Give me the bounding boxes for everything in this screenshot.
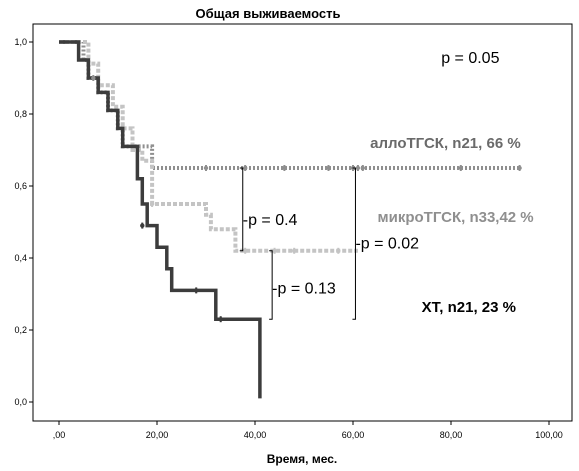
p-value-label: -p = 0.13 [272, 281, 336, 298]
p-value-bracket [269, 250, 273, 320]
censor-mark-dot [282, 165, 287, 171]
censor-mark-dot [243, 248, 248, 253]
series-label-2: ХТ, n21, 23 % [422, 299, 516, 316]
x-tick-label: 60,00 [342, 430, 365, 440]
x-tick-label: 40,00 [244, 430, 267, 440]
censor-mark-dot [336, 248, 341, 253]
p-value-annotations: p = 0.05 -p = 0.4 -p = 0.02 -p = 0.13 [243, 50, 500, 297]
censor-mark-dot [458, 165, 463, 171]
censor-mark-dot [360, 165, 365, 171]
censor-mark-dot [140, 223, 145, 228]
censor-mark-dot [292, 248, 297, 253]
series-label-1: микроТГСК, n33,42 % [378, 209, 534, 226]
y-tick-label: 0,6 [14, 181, 27, 191]
x-tick-label: 100,00 [535, 430, 563, 440]
x-tick-label: 80,00 [440, 430, 463, 440]
censor-mark-dot [194, 288, 199, 293]
chart-title: Общая выживаемость [196, 6, 341, 21]
p-value-label: -p = 0.02 [355, 236, 419, 253]
x-tick-label: 20,00 [146, 430, 169, 440]
p-value-bracket [239, 167, 244, 252]
censor-mark-dot [149, 201, 155, 207]
censor-mark-dot [326, 165, 331, 171]
censor-mark-dot [91, 75, 96, 81]
y-tick-label: 0,8 [14, 109, 27, 119]
series-label-0: аллоТГСК, n21, 66 % [370, 135, 521, 152]
p-value-bracket [352, 167, 356, 320]
p-value-label: -p = 0.4 [243, 212, 298, 229]
y-tick-label: 1,0 [14, 37, 27, 47]
y-tick-label: 0,0 [14, 397, 27, 407]
p-value-brackets [239, 167, 356, 320]
censor-mark-dot [517, 165, 522, 171]
x-axis-label: Время, мес. [267, 452, 337, 466]
censor-mark-dot [203, 165, 209, 171]
axes: ,00 20,00 40,00 60,00 80,00 100,00 0,0 0,2 0,4 0,… [14, 37, 562, 440]
plot-frame [32, 23, 573, 422]
censor-mark-dot [218, 317, 223, 322]
censor-mark-dot [355, 165, 361, 171]
x-tick-label: ,00 [53, 430, 66, 440]
censor-marks [91, 75, 522, 323]
survival-curve-2 [59, 40, 262, 399]
censor-mark-dot [243, 165, 248, 171]
p-value-label: p = 0.05 [441, 50, 499, 67]
y-tick-label: 0,4 [14, 253, 27, 263]
censor-mark-dot [272, 248, 277, 253]
survival-curve-1 [59, 40, 358, 253]
series-labels: аллоТГСК, n21, 66 % микроТГСК, n33,42 % ХТ… [370, 135, 534, 316]
y-tick-label: 0,2 [14, 325, 27, 335]
